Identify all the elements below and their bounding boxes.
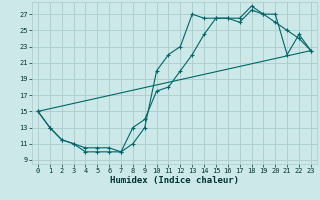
X-axis label: Humidex (Indice chaleur): Humidex (Indice chaleur) — [110, 176, 239, 185]
